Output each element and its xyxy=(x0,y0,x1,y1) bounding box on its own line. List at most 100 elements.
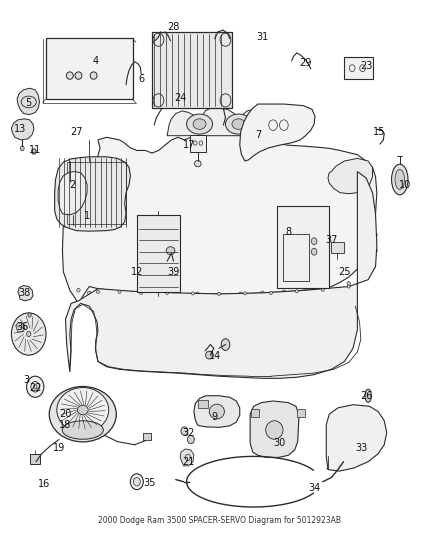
Text: 2: 2 xyxy=(69,180,75,190)
Polygon shape xyxy=(11,119,34,140)
Text: 36: 36 xyxy=(16,322,28,332)
Ellipse shape xyxy=(392,164,408,195)
Ellipse shape xyxy=(152,291,156,295)
Text: 1: 1 xyxy=(84,212,90,221)
Ellipse shape xyxy=(27,332,31,337)
Ellipse shape xyxy=(325,287,329,290)
Ellipse shape xyxy=(66,72,73,79)
Ellipse shape xyxy=(372,265,375,268)
Ellipse shape xyxy=(239,292,242,296)
Ellipse shape xyxy=(32,149,36,154)
Text: 26: 26 xyxy=(360,391,372,401)
Text: 29: 29 xyxy=(299,59,312,68)
Polygon shape xyxy=(194,395,240,427)
Text: 15: 15 xyxy=(373,127,385,137)
Bar xyxy=(175,91,192,108)
Text: 22: 22 xyxy=(29,383,42,393)
Text: 13: 13 xyxy=(14,124,26,134)
Ellipse shape xyxy=(28,313,32,317)
Text: 6: 6 xyxy=(138,74,144,84)
Text: 24: 24 xyxy=(174,93,186,103)
Ellipse shape xyxy=(62,421,103,439)
Text: 14: 14 xyxy=(208,351,221,361)
Ellipse shape xyxy=(205,351,213,359)
Text: 27: 27 xyxy=(70,127,82,137)
Ellipse shape xyxy=(33,385,37,389)
Ellipse shape xyxy=(269,292,272,294)
Text: 33: 33 xyxy=(356,443,368,454)
Ellipse shape xyxy=(78,405,88,415)
Ellipse shape xyxy=(187,114,212,134)
Text: 32: 32 xyxy=(183,427,195,438)
Bar xyxy=(46,38,133,99)
Ellipse shape xyxy=(196,292,199,296)
Ellipse shape xyxy=(282,290,286,294)
Ellipse shape xyxy=(96,290,99,293)
Polygon shape xyxy=(180,449,194,466)
Text: 23: 23 xyxy=(360,61,372,71)
Text: 11: 11 xyxy=(29,146,41,156)
Polygon shape xyxy=(167,108,275,136)
Ellipse shape xyxy=(304,289,307,293)
Text: 39: 39 xyxy=(167,267,180,277)
Bar xyxy=(283,234,309,281)
Bar xyxy=(251,409,259,417)
Ellipse shape xyxy=(131,291,134,295)
Polygon shape xyxy=(58,172,87,215)
Text: 7: 7 xyxy=(255,130,261,140)
Ellipse shape xyxy=(27,376,44,397)
Text: 31: 31 xyxy=(256,32,268,42)
Polygon shape xyxy=(250,401,299,457)
Bar xyxy=(344,57,372,79)
Ellipse shape xyxy=(266,421,283,439)
Ellipse shape xyxy=(174,292,177,296)
Ellipse shape xyxy=(218,292,220,295)
Ellipse shape xyxy=(11,313,46,355)
Ellipse shape xyxy=(20,146,24,151)
Ellipse shape xyxy=(191,292,194,295)
Ellipse shape xyxy=(364,274,368,278)
Ellipse shape xyxy=(194,160,201,167)
Ellipse shape xyxy=(57,387,109,432)
Ellipse shape xyxy=(134,478,140,486)
Bar xyxy=(137,215,180,292)
Text: 12: 12 xyxy=(131,267,143,277)
Ellipse shape xyxy=(226,114,251,134)
Text: 35: 35 xyxy=(144,478,156,488)
Polygon shape xyxy=(16,323,25,332)
Ellipse shape xyxy=(31,382,39,392)
Ellipse shape xyxy=(217,293,221,296)
Bar xyxy=(152,32,232,108)
Ellipse shape xyxy=(370,201,373,205)
Polygon shape xyxy=(18,286,33,301)
Ellipse shape xyxy=(166,247,175,255)
Ellipse shape xyxy=(166,292,169,294)
Polygon shape xyxy=(328,158,372,193)
Ellipse shape xyxy=(77,288,80,292)
Text: 20: 20 xyxy=(59,409,72,419)
Ellipse shape xyxy=(118,290,121,293)
Ellipse shape xyxy=(75,72,82,79)
Polygon shape xyxy=(30,454,40,464)
Text: 34: 34 xyxy=(308,483,320,493)
Bar xyxy=(190,135,206,151)
Bar xyxy=(297,409,304,417)
Ellipse shape xyxy=(181,427,188,435)
Ellipse shape xyxy=(311,238,317,245)
Text: 37: 37 xyxy=(325,235,338,245)
Ellipse shape xyxy=(109,290,113,294)
Polygon shape xyxy=(55,157,131,231)
Text: 21: 21 xyxy=(183,457,195,467)
Polygon shape xyxy=(66,172,377,378)
Ellipse shape xyxy=(88,291,91,295)
Text: 28: 28 xyxy=(167,21,180,31)
Bar xyxy=(277,206,329,288)
Text: 25: 25 xyxy=(338,267,351,277)
Ellipse shape xyxy=(244,292,247,295)
Polygon shape xyxy=(240,104,315,161)
Bar xyxy=(332,241,343,253)
Polygon shape xyxy=(63,130,377,303)
Ellipse shape xyxy=(321,288,324,292)
Bar xyxy=(198,400,208,408)
Text: 19: 19 xyxy=(53,443,65,454)
